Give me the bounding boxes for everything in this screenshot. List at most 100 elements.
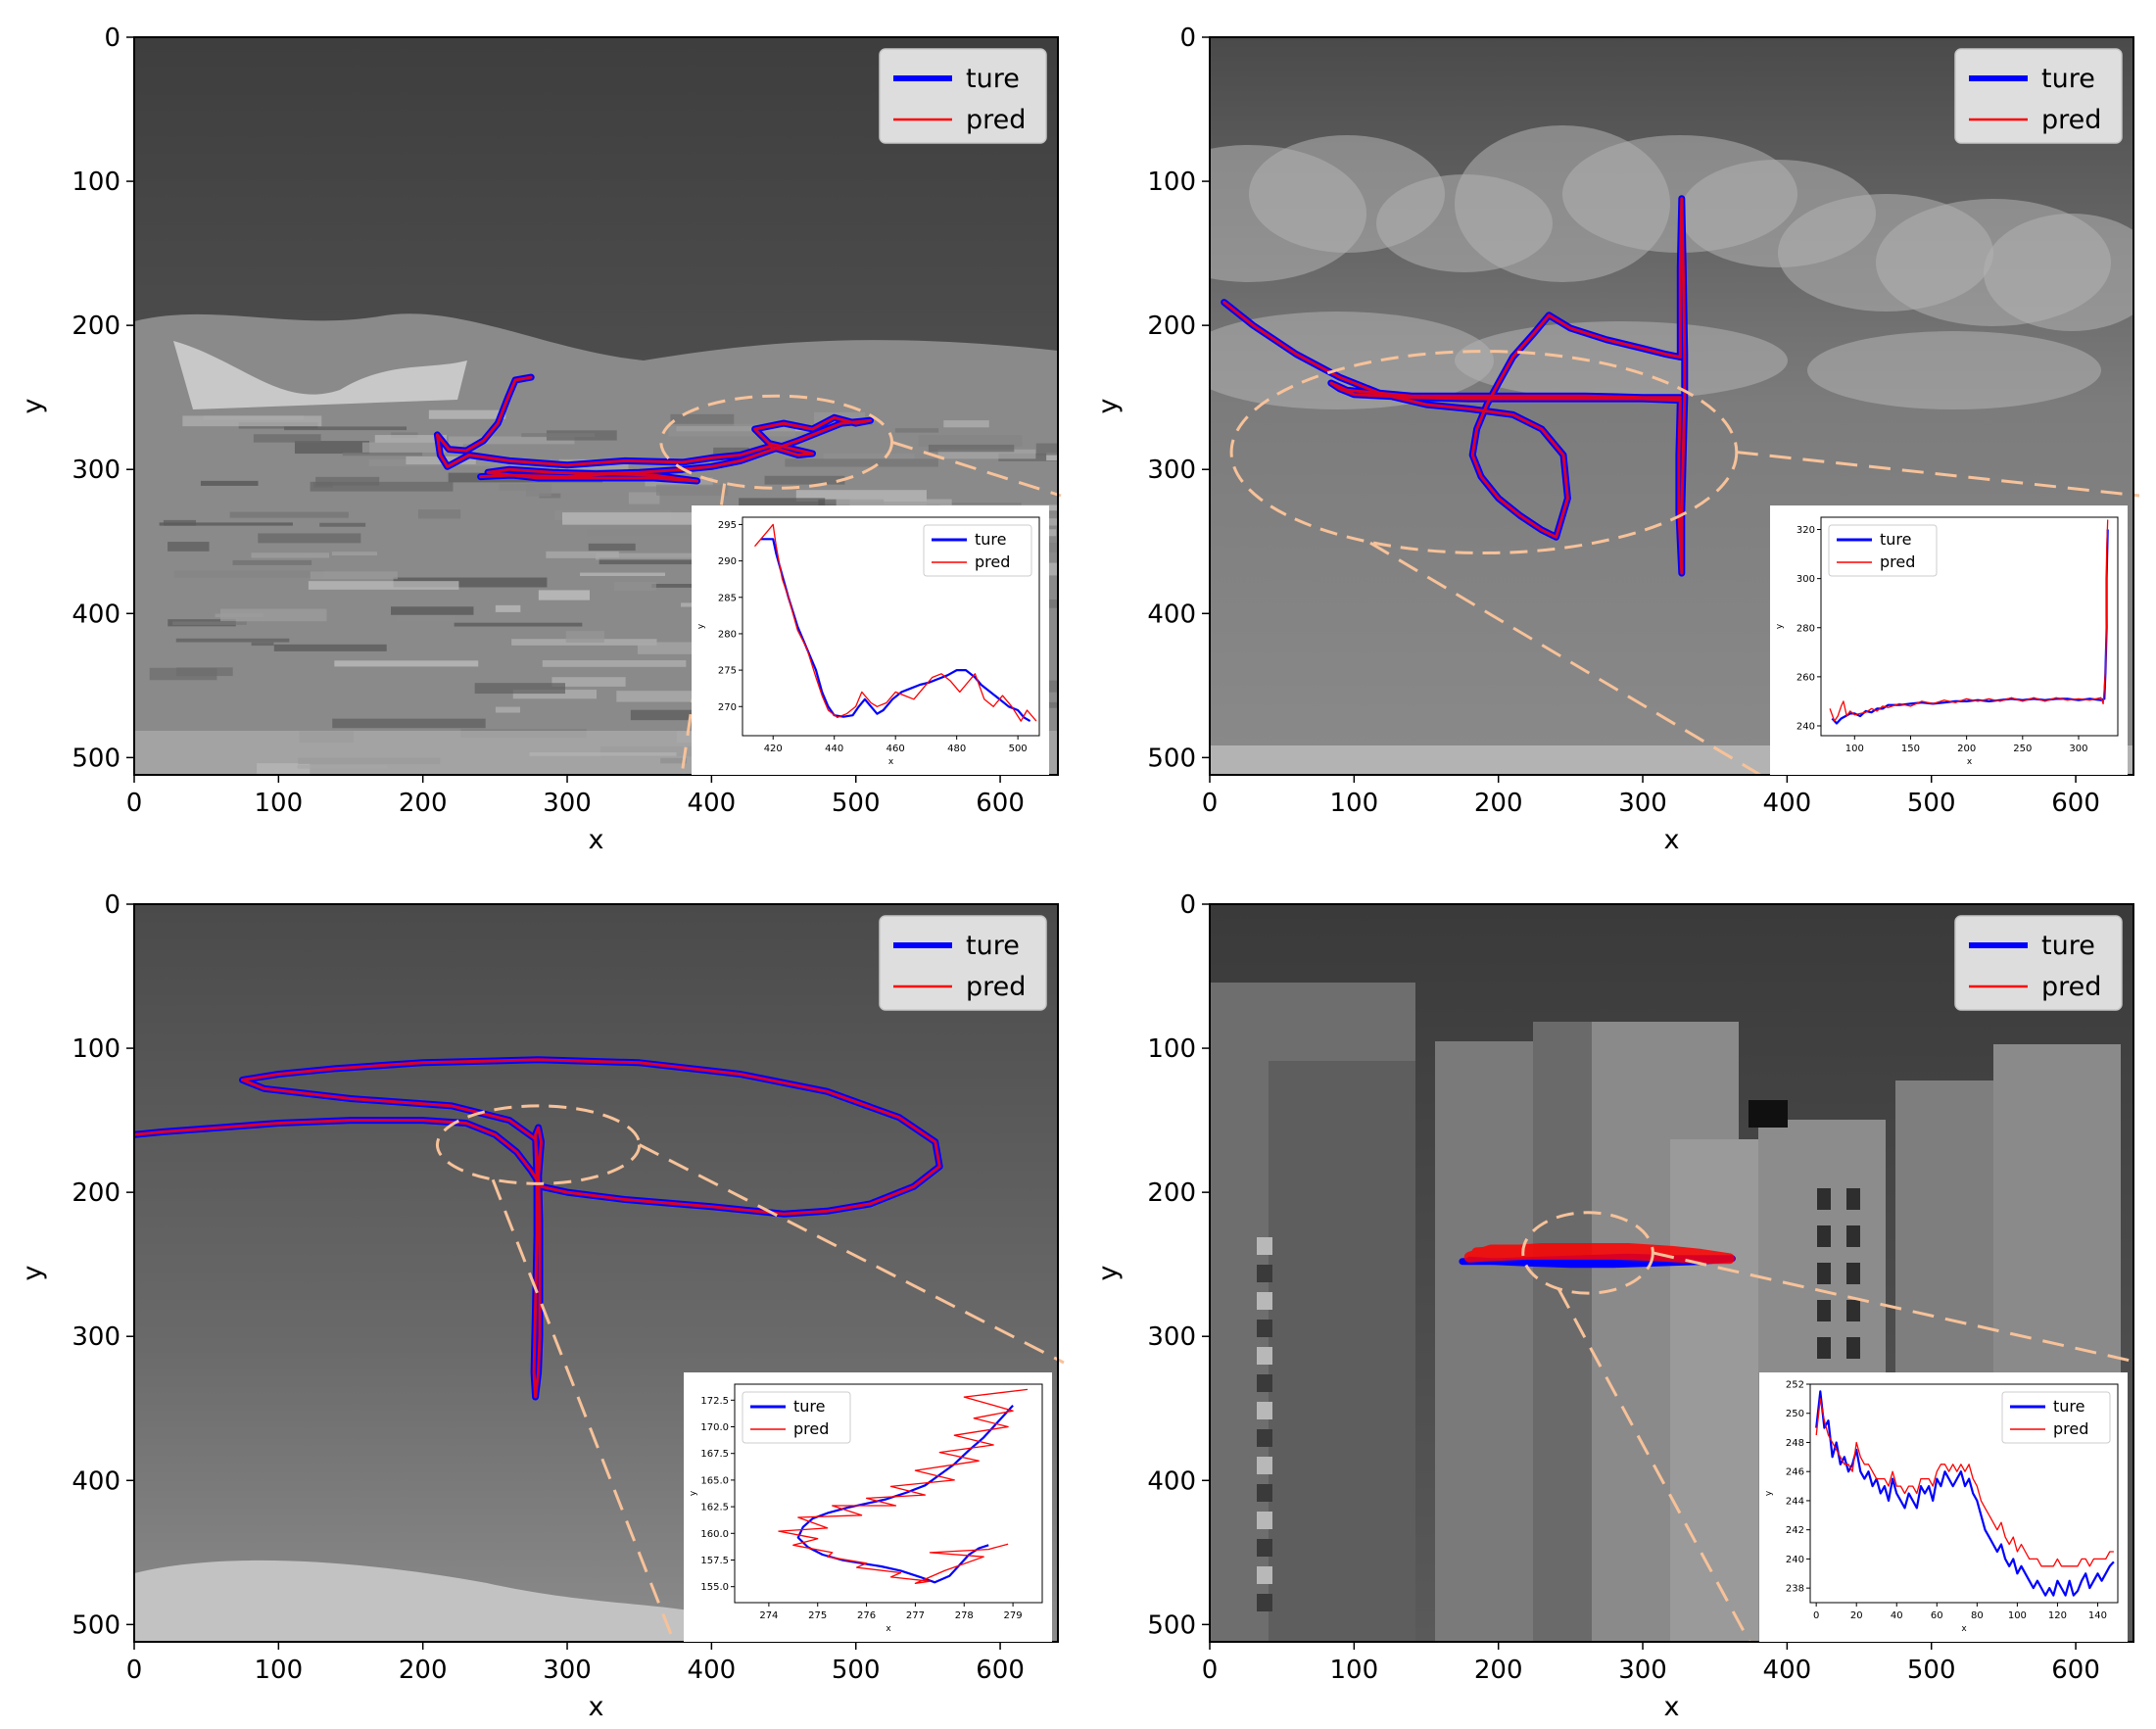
legend: ture pred xyxy=(1954,915,2123,1011)
inset-true-line xyxy=(1815,1390,2115,1597)
x-axis-label: x xyxy=(589,1692,604,1722)
terrain-texture xyxy=(521,433,596,438)
inset-x-axis-label: x xyxy=(886,1624,891,1634)
inset-chart-1: 420 440 460 480 500 295 290 285 280 275 270 x y ture p… xyxy=(692,505,1049,775)
y-tick-label: 300 xyxy=(1147,1322,1196,1352)
terrain-texture xyxy=(596,552,748,560)
inset-legend-true-label: ture xyxy=(2053,1397,2084,1416)
terrain-texture xyxy=(670,413,735,426)
inset-y-tick-label: 240 xyxy=(1786,1555,1804,1565)
inset-y-tick-label: 248 xyxy=(1786,1438,1804,1449)
terrain-texture xyxy=(163,519,197,526)
trajectory-group xyxy=(134,1056,943,1401)
inset-y-tick-label: 250 xyxy=(1786,1409,1804,1419)
inset-y-tick-label: 246 xyxy=(1786,1467,1804,1478)
inset-legend-pred-label: pred xyxy=(1880,552,1915,571)
terrain-texture xyxy=(310,571,398,580)
terrain-texture xyxy=(448,436,575,445)
inset-y-tick-label: 280 xyxy=(718,629,737,640)
window-shape xyxy=(1846,1225,1860,1247)
terrain-texture xyxy=(495,604,521,612)
y-tick-label: 300 xyxy=(1147,456,1196,485)
legend-pred-label: pred xyxy=(966,972,1026,1002)
inset-x-tick-label: 440 xyxy=(825,744,843,754)
inset-x-tick-label: 274 xyxy=(759,1610,778,1621)
legend-pred-label: pred xyxy=(2041,105,2101,135)
inset-y-axis-label: y xyxy=(1775,623,1785,629)
inset-x-tick-label: 140 xyxy=(2088,1610,2107,1621)
y-axis-label: y xyxy=(1093,1265,1124,1280)
terrain-texture xyxy=(613,582,656,592)
zoom-leader-line xyxy=(891,440,1062,498)
inset-x-tick-label: 277 xyxy=(906,1610,925,1621)
terrain-texture xyxy=(229,511,349,518)
inset-x-tick-label: 279 xyxy=(1004,1610,1023,1621)
y-tick-label: 0 xyxy=(104,24,120,53)
inset-axes-frame xyxy=(1809,1383,2119,1604)
terrain-texture xyxy=(616,691,758,702)
x-tick-label: 600 xyxy=(976,1656,1025,1685)
window-shape xyxy=(1749,1100,1788,1128)
window-shape xyxy=(1257,1347,1272,1365)
x-tick-label: 200 xyxy=(399,789,448,818)
terrain-texture xyxy=(630,709,708,721)
terrain-texture xyxy=(599,557,736,565)
inset-y-axis-label: y xyxy=(1764,1490,1774,1496)
inset-y-tick-label: 260 xyxy=(1797,672,1815,683)
inset-y-tick-label: 285 xyxy=(718,593,737,603)
y-tick-label: 500 xyxy=(72,1610,120,1640)
x-axis-label: x xyxy=(1664,825,1680,855)
inset-pred-line xyxy=(778,1388,1029,1585)
terrain-texture xyxy=(391,606,474,615)
y-tick-label: 200 xyxy=(1147,1178,1196,1208)
inset-x-tick-label: 60 xyxy=(1931,1610,1943,1621)
terrain-texture xyxy=(586,529,724,536)
y-axis-label: y xyxy=(18,1265,48,1280)
legend-true-label: ture xyxy=(966,931,1020,961)
inset-y-axis-label: y xyxy=(696,623,706,629)
inset-lines xyxy=(778,1388,1029,1585)
x-tick-label: 100 xyxy=(1330,1656,1379,1685)
inset-y-tick-label: 162.5 xyxy=(700,1503,729,1513)
inset-legend-box xyxy=(742,1391,851,1444)
pred-trajectory-line xyxy=(134,1058,941,1399)
y-tick-label: 400 xyxy=(1147,600,1196,629)
inset-x-tick-label: 150 xyxy=(1901,744,1920,754)
inset-axes-frame xyxy=(734,1383,1043,1604)
inset-x-tick-label: 20 xyxy=(1850,1610,1863,1621)
terrain-texture xyxy=(294,441,370,455)
x-tick-label: 0 xyxy=(126,789,143,818)
terrain-texture xyxy=(495,706,520,713)
legend-pred-label: pred xyxy=(2041,972,2101,1002)
terrain-texture xyxy=(499,484,536,491)
axes-frame xyxy=(133,36,1059,776)
thermal-background xyxy=(1210,37,2133,775)
inset-legend: ture pred xyxy=(2001,1391,2111,1444)
y-tick-label: 0 xyxy=(104,890,120,920)
y-tick-label: 400 xyxy=(1147,1466,1196,1496)
inset-y-tick-label: 252 xyxy=(1786,1380,1804,1391)
x-tick-label: 400 xyxy=(688,789,737,818)
chart-panel-1: 0 100 200 300 400 500 600 0 100 200 300 400 500 x y tur… xyxy=(18,24,1062,855)
terrain-texture xyxy=(551,677,626,687)
terrain-texture xyxy=(542,660,687,667)
inset-y-tick-label: 160.0 xyxy=(700,1529,729,1540)
thermal-background xyxy=(134,904,1058,1642)
inset-y-tick-label: 300 xyxy=(1797,574,1815,585)
x-tick-label: 100 xyxy=(255,1656,304,1685)
x-tick-label: 600 xyxy=(976,789,1025,818)
terrain-texture xyxy=(823,453,915,459)
terrain-texture xyxy=(894,428,939,433)
inset-x-tick-label: 40 xyxy=(1891,1610,1903,1621)
x-tick-label: 0 xyxy=(1202,1656,1219,1685)
x-tick-label: 500 xyxy=(832,1656,881,1685)
inset-legend-pred-label: pred xyxy=(793,1419,829,1438)
y-tick-label: 500 xyxy=(72,744,120,773)
x-tick-label: 400 xyxy=(1763,789,1812,818)
inset-legend-box xyxy=(923,524,1032,577)
terrain-texture xyxy=(334,660,479,667)
trajectory-group xyxy=(1221,195,1689,577)
chart-panel-4: 0 100 200 300 400 500 6000100200300400500xytur… xyxy=(1093,890,2140,1722)
inset-y-tick-label: 157.5 xyxy=(700,1556,729,1566)
y-tick-label: 200 xyxy=(1147,312,1196,341)
